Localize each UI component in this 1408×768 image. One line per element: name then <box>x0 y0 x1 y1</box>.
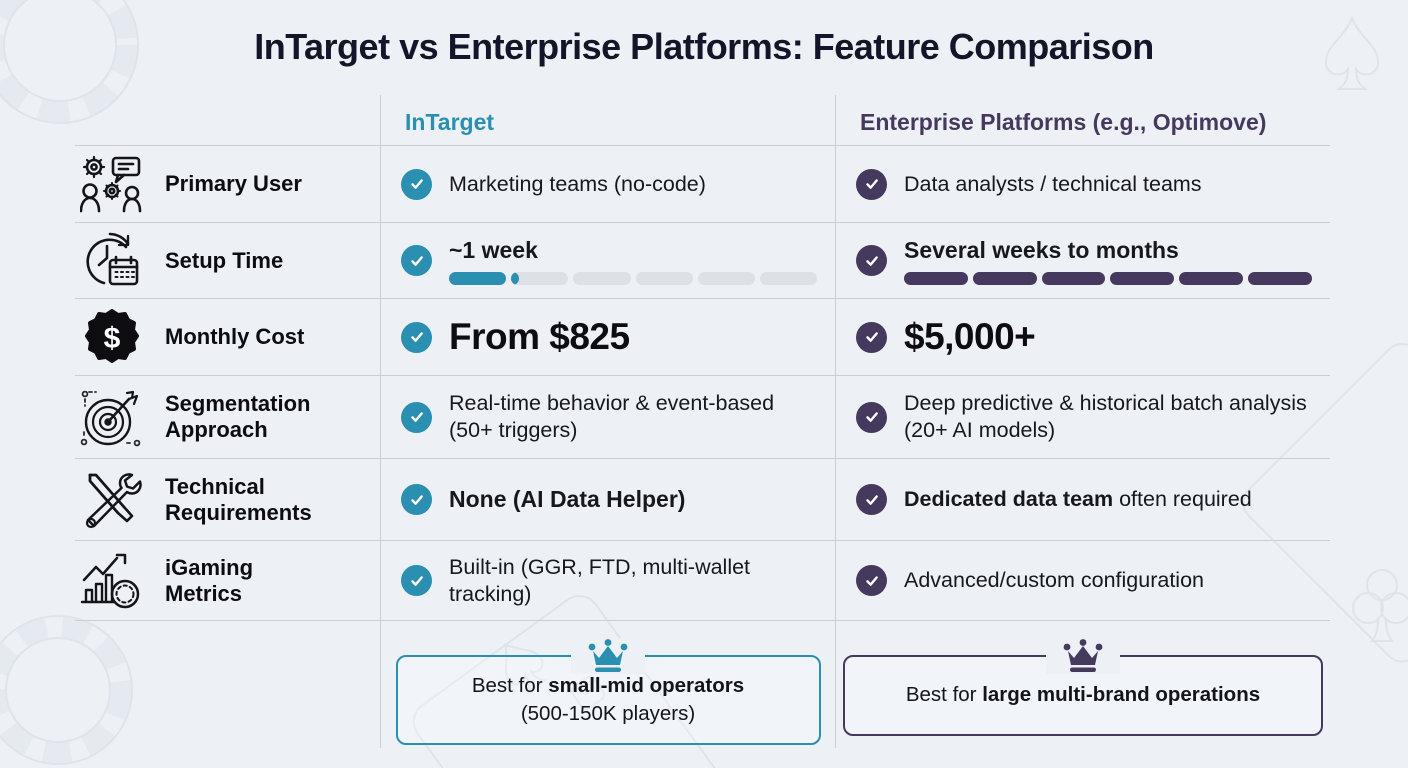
value-text: Data analysts / technical teams <box>904 171 1202 196</box>
check-icon <box>856 401 887 433</box>
check-icon <box>401 168 432 200</box>
page-title: InTarget vs Enterprise Platforms: Featur… <box>254 26 1154 67</box>
bar-segment <box>972 272 1037 286</box>
enterprise-segmentation: Deep predictive & historical batch analy… <box>835 375 1330 458</box>
bar-segment <box>635 272 693 286</box>
badge-text-bold: large multi-brand operations <box>982 683 1261 706</box>
value-text-rest: often required <box>1113 487 1252 512</box>
check-icon <box>401 484 432 515</box>
check-icon <box>401 565 432 596</box>
check-icon <box>401 245 432 276</box>
feature-label: Segmentation Approach <box>165 391 311 442</box>
tools-icon <box>79 468 145 532</box>
check-icon <box>856 321 887 353</box>
club-decor <box>1352 569 1408 642</box>
best-for-badge-enterprise: Best for large multi-brand operations <box>843 638 1323 736</box>
feature-label: iGaming Metrics <box>165 554 254 606</box>
comparison-table: InTarget Enterprise Platforms (e.g., Opt… <box>75 95 1330 748</box>
value-text: Advanced/custom configuration <box>904 568 1204 593</box>
setup-time-bar-enterprise <box>904 272 1312 286</box>
chart-chip-icon <box>79 549 145 613</box>
feature-label: Technical Requirements <box>165 473 312 525</box>
bar-segment <box>573 272 631 286</box>
svg-text:$: $ <box>104 322 121 355</box>
value-text-bold: Dedicated data team <box>904 487 1114 512</box>
bar-segment <box>449 272 507 286</box>
intarget-monthly-cost: From $825 <box>380 298 835 375</box>
price-badge-icon: $ <box>79 305 145 369</box>
value-text: Real-time behavior & event-based (50+ tr… <box>449 391 775 442</box>
best-for-badge-intarget: Best for small-mid operators (500-150K p… <box>395 638 821 746</box>
enterprise-igaming: Advanced/custom configuration <box>835 540 1330 620</box>
clock-calendar-icon <box>79 229 145 293</box>
bar-segment <box>1248 272 1312 286</box>
enterprise-primary-user: Data analysts / technical teams <box>835 145 1330 222</box>
enterprise-monthly-cost: $5,000+ <box>835 298 1330 375</box>
bar-segment <box>511 272 569 286</box>
setup-time-bar-intarget <box>449 272 818 286</box>
intarget-segmentation: Real-time behavior & event-based (50+ tr… <box>380 375 835 458</box>
check-icon <box>401 401 432 433</box>
intarget-technical: None (AI Data Helper) <box>380 458 835 540</box>
badge-text-prefix: Best for <box>905 683 983 706</box>
value-text: Dedicated data team often required <box>904 486 1252 513</box>
bar-segment <box>759 272 818 286</box>
bar-segment <box>697 272 755 286</box>
check-icon <box>856 245 887 276</box>
column-header-enterprise: Enterprise Platforms (e.g., Optimove) <box>835 95 1330 145</box>
check-icon <box>856 168 887 200</box>
badge-text-bold: small-mid operators <box>548 674 745 697</box>
feature-cell-igaming: iGaming Metrics <box>75 540 380 620</box>
intarget-setup-time: ~1 week <box>380 222 835 298</box>
value-text: Deep predictive & historical batch analy… <box>904 391 1307 442</box>
feature-cell-primary-user: Primary User <box>75 145 380 222</box>
team-chat-gears-icon <box>79 152 145 216</box>
feature-label: Primary User <box>165 171 302 197</box>
value-text: From $825 <box>449 316 630 357</box>
feature-cell-monthly-cost: $ Monthly Cost <box>75 298 380 375</box>
intarget-primary-user: Marketing teams (no-code) <box>380 145 835 222</box>
feature-label: Monthly Cost <box>165 324 305 350</box>
bar-segment <box>1041 272 1106 286</box>
target-arrow-icon <box>79 385 145 449</box>
intarget-igaming: Built-in (GGR, FTD, multi-wallet trackin… <box>380 540 835 620</box>
feature-label: Setup Time <box>165 247 284 273</box>
bar-segment <box>1110 272 1175 286</box>
value-text: Built-in (GGR, FTD, multi-wallet trackin… <box>449 554 751 606</box>
footer-spacer <box>75 620 380 748</box>
feature-cell-segmentation: Segmentation Approach <box>75 375 380 458</box>
column-header-intarget: InTarget <box>380 95 835 145</box>
value-text: Several weeks to months <box>904 236 1179 263</box>
value-text: None (AI Data Helper) <box>449 486 686 513</box>
feature-cell-setup-time: Setup Time <box>75 222 380 298</box>
value-text: Marketing teams (no-code) <box>449 171 706 196</box>
check-icon <box>856 484 887 515</box>
value-text: ~1 week <box>449 236 538 263</box>
footer-intarget: Best for small-mid operators (500-150K p… <box>380 620 835 748</box>
crown-icon <box>1046 638 1120 674</box>
enterprise-technical: Dedicated data team often required <box>835 458 1330 540</box>
check-icon <box>401 321 432 353</box>
header-spacer <box>75 95 380 145</box>
crown-icon <box>571 638 645 674</box>
bar-segment <box>1179 272 1244 286</box>
badge-text-prefix: Best for <box>471 674 549 697</box>
bar-segment <box>904 272 968 286</box>
enterprise-setup-time: Several weeks to months <box>835 222 1330 298</box>
check-icon <box>856 565 887 596</box>
footer-enterprise: Best for large multi-brand operations <box>835 620 1330 748</box>
value-text: $5,000+ <box>904 316 1036 357</box>
badge-text-line2: (500-150K players) <box>520 701 696 725</box>
feature-cell-technical: Technical Requirements <box>75 458 380 540</box>
